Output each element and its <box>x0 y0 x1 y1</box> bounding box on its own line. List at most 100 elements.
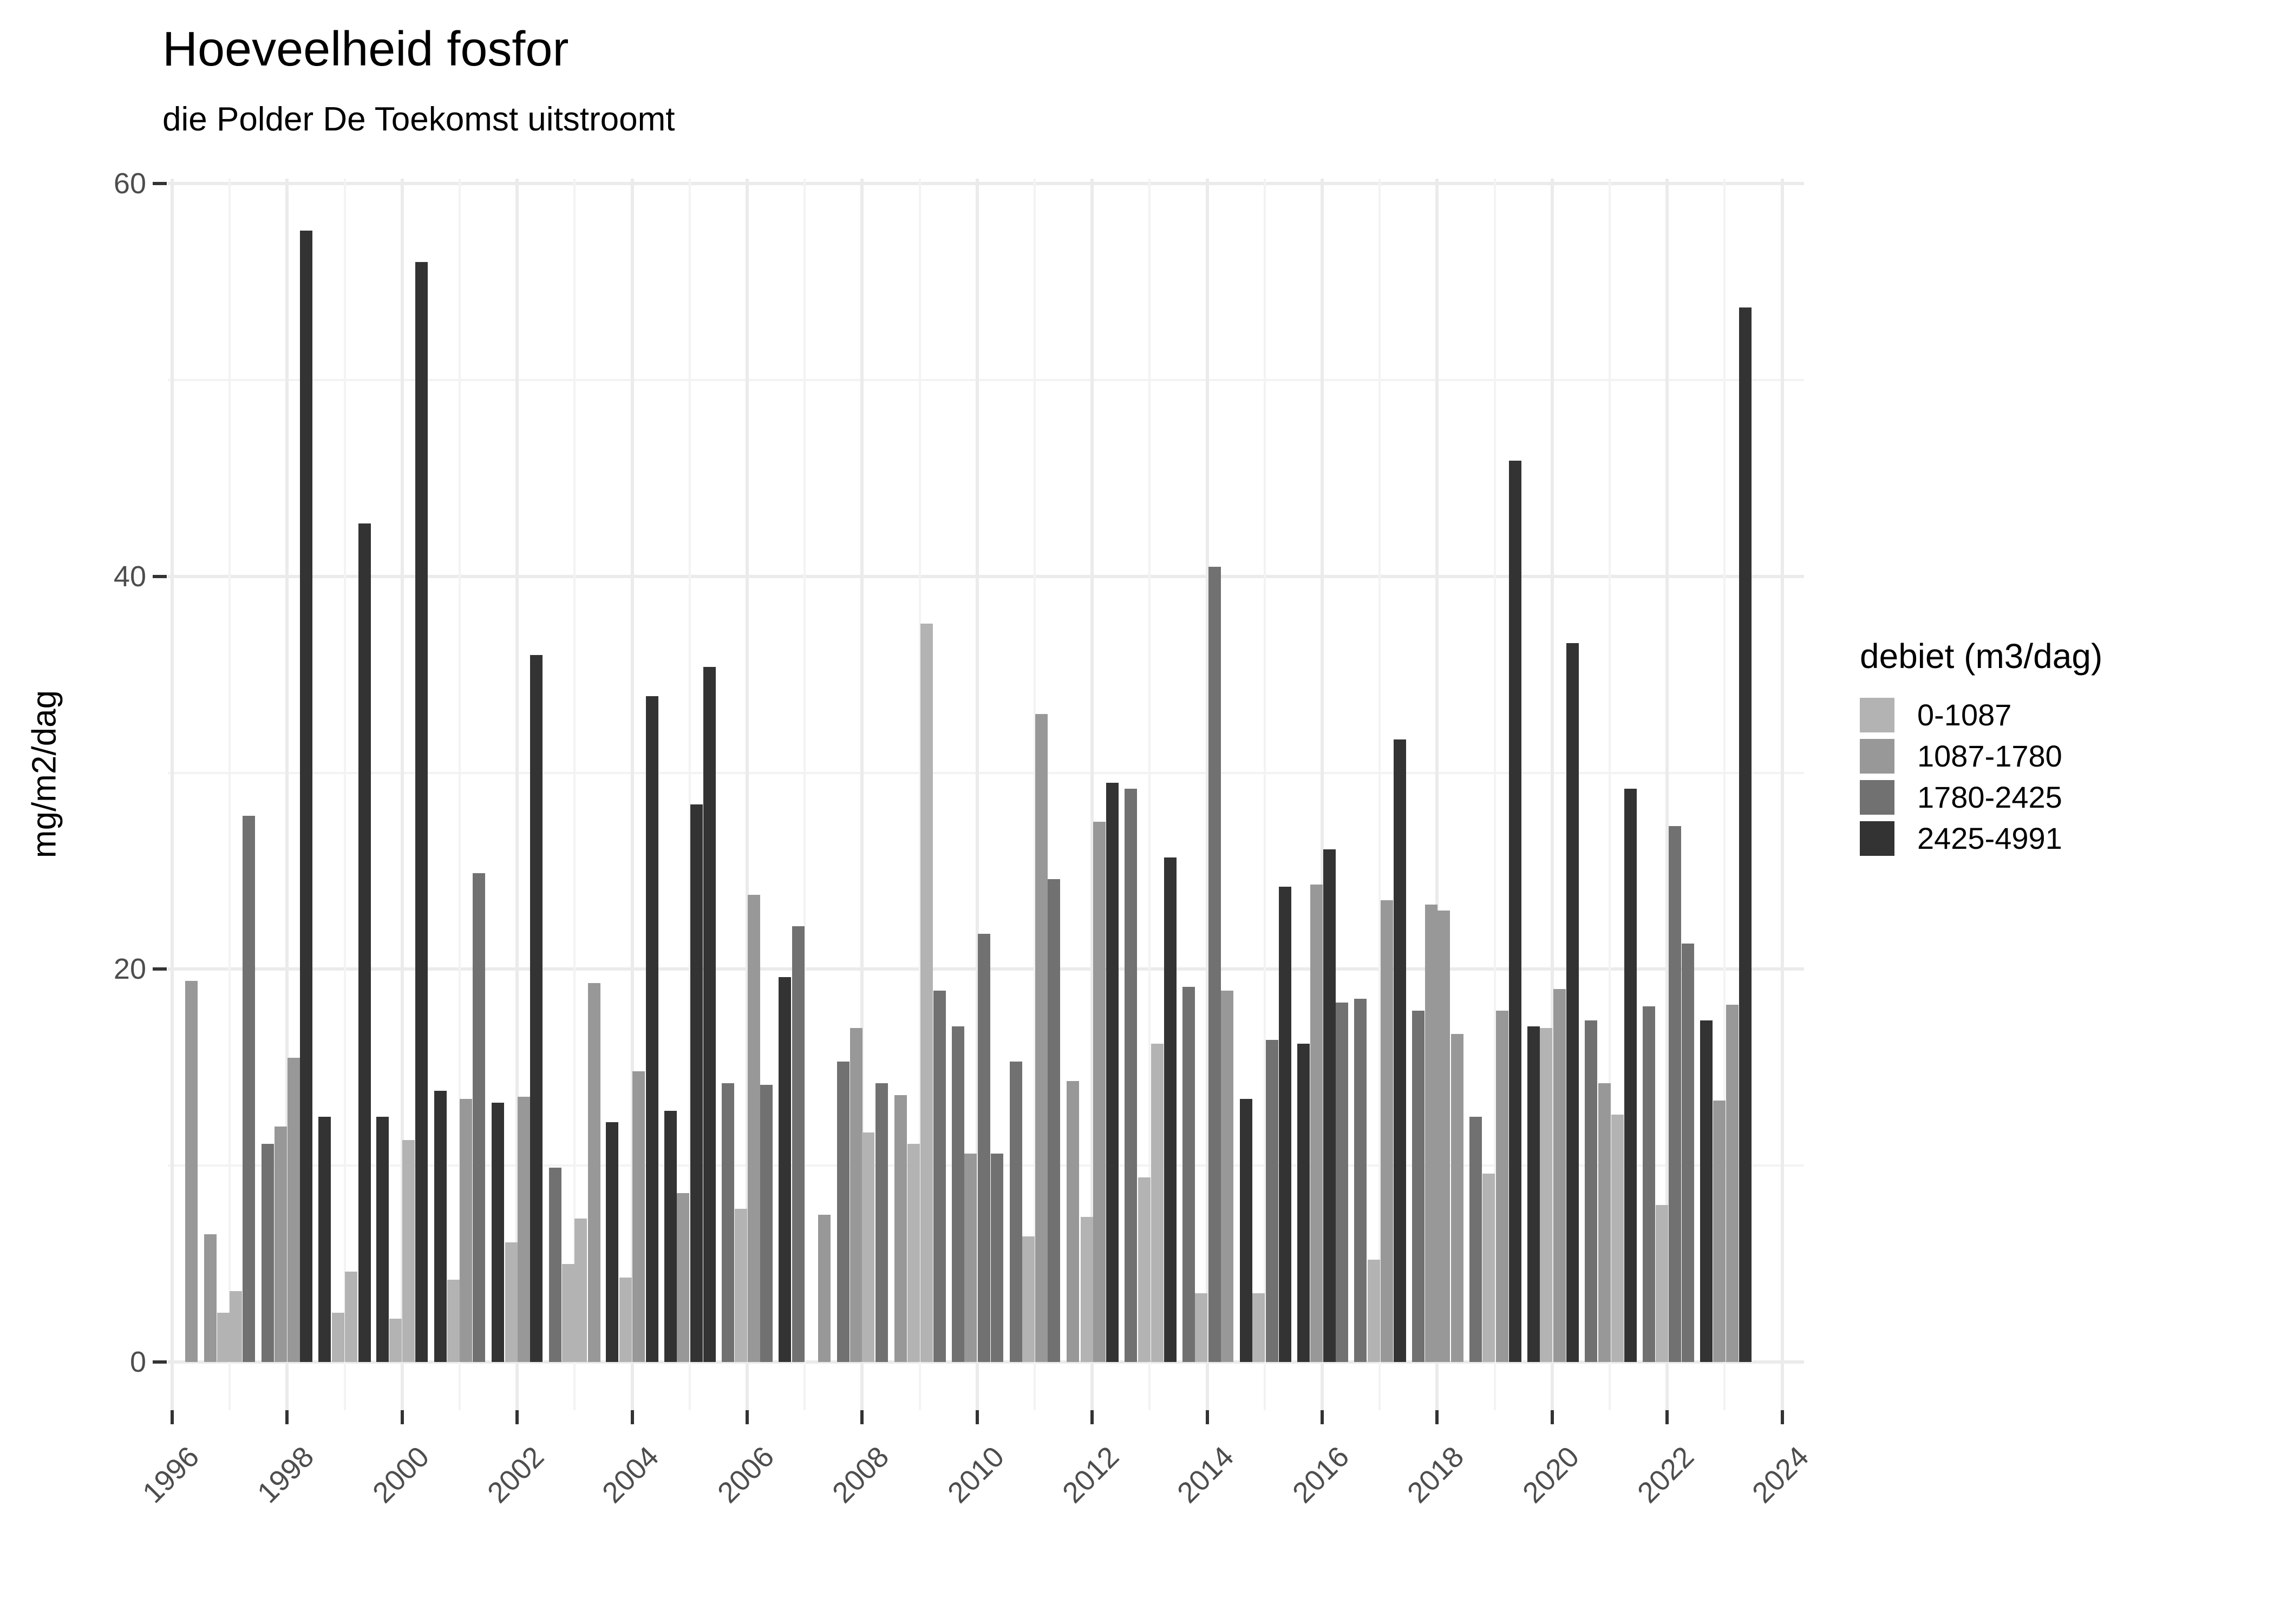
bar-2016.02 <box>1323 849 1336 1362</box>
x-tick-2004 <box>630 1410 634 1424</box>
bar-2020.02 <box>1553 988 1566 1362</box>
gridline-x-major <box>746 179 749 1410</box>
x-tick-2006 <box>746 1410 749 1424</box>
x-tick-2008 <box>860 1410 864 1424</box>
bar-2001.79 <box>505 1242 518 1362</box>
bar-2005.01 <box>690 804 703 1362</box>
x-tick-2016 <box>1321 1410 1324 1424</box>
x-tick-label-2004: 2004 <box>596 1440 665 1510</box>
bar-2022.8 <box>1713 1101 1726 1362</box>
bar-2008 <box>862 1132 875 1362</box>
y-tick-label-60: 60 <box>113 167 146 200</box>
bar-2013.25 <box>1164 857 1177 1362</box>
x-tick-label-2008: 2008 <box>826 1440 896 1510</box>
bar-2008.79 <box>907 1144 920 1362</box>
bar-2009.78 <box>964 1154 977 1362</box>
bar-2010.24 <box>991 1154 1004 1362</box>
y-tick-60 <box>153 182 167 186</box>
x-tick-2002 <box>515 1410 519 1424</box>
bar-2005.78 <box>734 1209 747 1362</box>
bar-2019.79 <box>1540 1028 1553 1362</box>
bar-2013.57 <box>1182 987 1195 1362</box>
bar-1998.78 <box>332 1313 345 1362</box>
bar-2000.23 <box>415 262 428 1362</box>
x-tick-2018 <box>1435 1410 1439 1424</box>
bar-1998.54 <box>318 1116 331 1362</box>
bar-2018.01 <box>1437 910 1450 1362</box>
bar-2014.79 <box>1252 1293 1265 1362</box>
gridline-x-major <box>515 179 519 1410</box>
gridline-x-major <box>171 179 174 1410</box>
x-tick-2010 <box>975 1410 979 1424</box>
bar-2011.01 <box>1035 713 1048 1362</box>
bar-2010.78 <box>1022 1236 1035 1362</box>
bar-2018.79 <box>1482 1173 1495 1362</box>
legend-swatch-2425-4991 <box>1860 821 1894 856</box>
gridline-y-minor <box>168 771 1804 774</box>
bar-2020.8 <box>1598 1083 1611 1362</box>
x-tick-label-2018: 2018 <box>1401 1440 1471 1510</box>
bar-2014.24 <box>1221 991 1234 1362</box>
gridline-x-minor <box>1263 179 1266 1410</box>
bar-2006.01 <box>748 894 761 1362</box>
x-tick-2012 <box>1090 1410 1094 1424</box>
x-tick-2024 <box>1780 1410 1784 1424</box>
bar-2010.01 <box>977 934 990 1362</box>
gridline-x-major <box>400 179 404 1410</box>
chart-title: Hoeveelheid fosfor <box>162 22 569 76</box>
gridline-x-major <box>1665 179 1669 1410</box>
bar-1999.24 <box>358 523 371 1362</box>
gridline-x-minor <box>228 179 231 1410</box>
gridline-x-minor <box>918 179 921 1410</box>
bar-2015.25 <box>1279 887 1292 1362</box>
bar-2017.24 <box>1393 739 1406 1362</box>
gridline-x-major <box>1090 179 1094 1410</box>
gridline-x-major <box>285 179 289 1410</box>
bar-2015.79 <box>1310 885 1323 1362</box>
bar-2022.57 <box>1700 1020 1713 1362</box>
bar-2019.57 <box>1527 1026 1540 1362</box>
bar-2019.02 <box>1495 1010 1508 1362</box>
gridline-x-minor <box>343 179 346 1410</box>
x-tick-2020 <box>1550 1410 1554 1424</box>
bar-2009.01 <box>920 623 933 1362</box>
x-tick-2022 <box>1665 1410 1669 1424</box>
bar-2017.56 <box>1412 1010 1424 1362</box>
bar-2012.02 <box>1093 822 1106 1362</box>
gridline-x-major <box>1550 179 1554 1410</box>
bar-2019.25 <box>1509 460 1522 1362</box>
bar-2015.02 <box>1265 1040 1278 1362</box>
legend-item: 1780-2425 <box>1860 780 2102 815</box>
gridline-x-major <box>1321 179 1324 1410</box>
bar-2017.79 <box>1425 904 1438 1362</box>
x-tick-label-2000: 2000 <box>366 1440 435 1510</box>
bar-1996.78 <box>217 1313 230 1362</box>
bar-2018.56 <box>1469 1116 1482 1362</box>
gridline-x-minor <box>1034 179 1036 1410</box>
bar-1997.78 <box>275 1126 287 1362</box>
x-tick-label-2016: 2016 <box>1286 1440 1356 1510</box>
bar-2011.56 <box>1067 1081 1080 1362</box>
bar-1998.22 <box>299 231 312 1362</box>
bar-2023.25 <box>1739 307 1752 1362</box>
gridline-x-major <box>630 179 634 1410</box>
bar-2007.23 <box>818 1214 831 1362</box>
bar-2007.79 <box>850 1028 863 1362</box>
bar-2014.57 <box>1240 1098 1253 1362</box>
bar-2009.24 <box>933 991 946 1362</box>
chart-subtitle: die Polder De Toekomst uitstroomt <box>162 101 675 138</box>
bar-2020.25 <box>1566 643 1579 1362</box>
bar-2002.78 <box>562 1263 575 1362</box>
x-tick-label-2002: 2002 <box>481 1440 551 1510</box>
legend-item: 0-1087 <box>1860 698 2102 732</box>
bar-2001.23 <box>473 873 486 1362</box>
gridline-x-minor <box>459 179 461 1410</box>
bar-2011.23 <box>1048 879 1061 1362</box>
gridline-x-minor <box>1609 179 1611 1410</box>
legend-item: 1087-1780 <box>1860 739 2102 774</box>
bar-1997.22 <box>242 816 255 1362</box>
bar-2006.78 <box>792 926 805 1362</box>
bar-2021.25 <box>1624 788 1637 1362</box>
bar-2003.78 <box>619 1277 632 1362</box>
